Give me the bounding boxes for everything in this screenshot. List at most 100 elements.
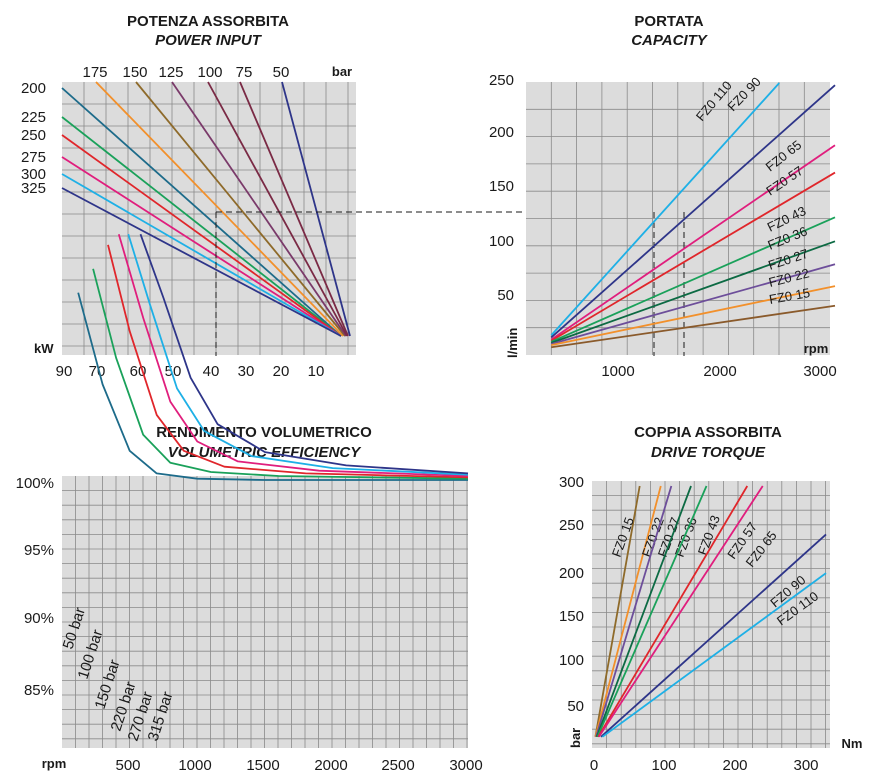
- efficiency-x-tick: 2000: [314, 757, 347, 774]
- power-top-tick: 175: [82, 64, 107, 81]
- torque-y-unit: bar: [568, 728, 583, 748]
- power-series-250bar: [61, 134, 342, 337]
- power-input-chart: POTENZA ASSORBITA POWER INPUT 2002252502…: [21, 13, 684, 380]
- capacity-subtitle: CAPACITY: [631, 32, 709, 49]
- efficiency-series-150-bar: [107, 244, 469, 479]
- power-left-tick: 300: [21, 166, 46, 183]
- efficiency-title: RENDIMENTO VOLUMETRICO: [156, 424, 372, 441]
- torque-y-tick: 50: [567, 698, 584, 715]
- torque-y-tick: 200: [559, 565, 584, 582]
- torque-x-tick: 300: [793, 757, 818, 774]
- efficiency-x-tick: 1500: [246, 757, 279, 774]
- power-top-unit: bar: [332, 64, 352, 79]
- torque-series-fz0-15: [594, 485, 641, 737]
- power-x-tick: 30: [238, 363, 255, 380]
- torque-series-fz0-36: [595, 485, 692, 738]
- power-x-tick: 90: [56, 363, 73, 380]
- power-x-tick: 50: [165, 363, 182, 380]
- capacity-y-unit: l/min: [505, 328, 520, 358]
- power-top-tick: 100: [197, 64, 222, 81]
- capacity-series-fz0-57: [550, 171, 836, 342]
- power-series-75bar: [239, 81, 349, 337]
- power-series-275bar: [61, 156, 342, 337]
- capacity-y-tick: 100: [489, 233, 514, 250]
- capacity-series-fz0-43: [550, 216, 836, 343]
- power-title: POTENZA ASSORBITA: [127, 13, 289, 30]
- capacity-x-tick: 1000: [601, 363, 634, 380]
- power-left-tick: 200: [21, 80, 46, 97]
- power-series-175bar: [95, 81, 344, 337]
- capacity-y-tick: 250: [489, 72, 514, 89]
- efficiency-series-100-bar: [92, 268, 469, 480]
- volumetric-efficiency-chart: RENDIMENTO VOLUMETRICO VOLUMETRIC EFFICI…: [16, 233, 483, 774]
- power-series-150bar: [135, 81, 346, 337]
- capacity-series-label: FZ0 15: [768, 285, 811, 307]
- efficiency-y-tick: 85%: [24, 682, 54, 699]
- power-top-tick: 50: [273, 64, 290, 81]
- power-left-tick: 275: [21, 149, 46, 166]
- torque-x-tick: 0: [590, 757, 598, 774]
- power-series-100bar: [207, 81, 348, 337]
- capacity-series-fz0-15: [551, 304, 836, 349]
- efficiency-y-tick: 95%: [24, 542, 54, 559]
- efficiency-x-unit: rpm: [42, 756, 67, 771]
- capacity-series-fz0-110: [550, 82, 780, 336]
- power-x-tick: 20: [273, 363, 290, 380]
- efficiency-y-tick: 90%: [24, 610, 54, 627]
- power-left-tick: 325: [21, 180, 46, 197]
- power-series-325bar: [61, 187, 342, 337]
- capacity-series-fz0-36: [550, 240, 836, 344]
- capacity-x-tick: 2000: [703, 363, 736, 380]
- torque-series-fz0-43: [596, 485, 708, 738]
- capacity-series-fz0-65: [550, 144, 836, 341]
- capacity-y-tick: 50: [497, 287, 514, 304]
- torque-series-fz0-65: [598, 485, 764, 738]
- torque-series-fz0-57: [597, 485, 749, 738]
- torque-series-fz0-110: [601, 572, 827, 738]
- torque-y-tick: 300: [559, 474, 584, 491]
- torque-series-fz0-22: [594, 485, 662, 738]
- power-series-225bar: [61, 116, 342, 337]
- capacity-y-tick: 200: [489, 124, 514, 141]
- torque-series-fz0-27: [595, 485, 673, 738]
- efficiency-x-tick: 1000: [178, 757, 211, 774]
- efficiency-series-50-bar: [77, 292, 468, 481]
- power-top-tick: 75: [236, 64, 253, 81]
- capacity-title: PORTATA: [634, 13, 703, 30]
- power-series-300bar: [61, 173, 342, 337]
- torque-series-fz0-90: [600, 533, 827, 738]
- power-subtitle: POWER INPUT: [155, 32, 263, 49]
- power-top-tick: 150: [122, 64, 147, 81]
- efficiency-x-tick: 3000: [449, 757, 482, 774]
- torque-title: COPPIA ASSORBITA: [634, 424, 782, 441]
- torque-subtitle: DRIVE TORQUE: [651, 444, 766, 461]
- capacity-series-fz0-22: [551, 285, 836, 346]
- capacity-x-unit: rpm: [804, 341, 829, 356]
- power-series-200bar: [61, 87, 342, 337]
- torque-plot-area: [592, 481, 830, 748]
- torque-y-tick: 250: [559, 517, 584, 534]
- power-left-tick: 225: [21, 109, 46, 126]
- power-series-125bar: [171, 81, 347, 337]
- power-left-tick: 250: [21, 127, 46, 144]
- torque-x-unit: Nm: [842, 736, 863, 751]
- efficiency-x-tick: 500: [115, 757, 140, 774]
- efficiency-series-220-bar: [117, 233, 469, 477]
- torque-x-tick: 100: [651, 757, 676, 774]
- power-x-unit: kW: [34, 341, 54, 356]
- torque-y-tick: 150: [559, 608, 584, 625]
- power-x-tick: 10: [308, 363, 325, 380]
- power-x-tick: 40: [203, 363, 220, 380]
- efficiency-series-270-bar: [127, 233, 469, 476]
- efficiency-series-315-bar: [139, 233, 469, 475]
- power-top-tick: 125: [158, 64, 183, 81]
- capacity-x-tick: 3000: [803, 363, 836, 380]
- efficiency-x-tick: 2500: [381, 757, 414, 774]
- efficiency-y-tick: 100%: [16, 475, 54, 492]
- drive-torque-chart: COPPIA ASSORBITA DRIVE TORQUE FZ0 15 FZ0 …: [559, 424, 863, 774]
- torque-x-tick: 200: [722, 757, 747, 774]
- power-series-50bar: [281, 81, 351, 337]
- torque-y-tick: 100: [559, 652, 584, 669]
